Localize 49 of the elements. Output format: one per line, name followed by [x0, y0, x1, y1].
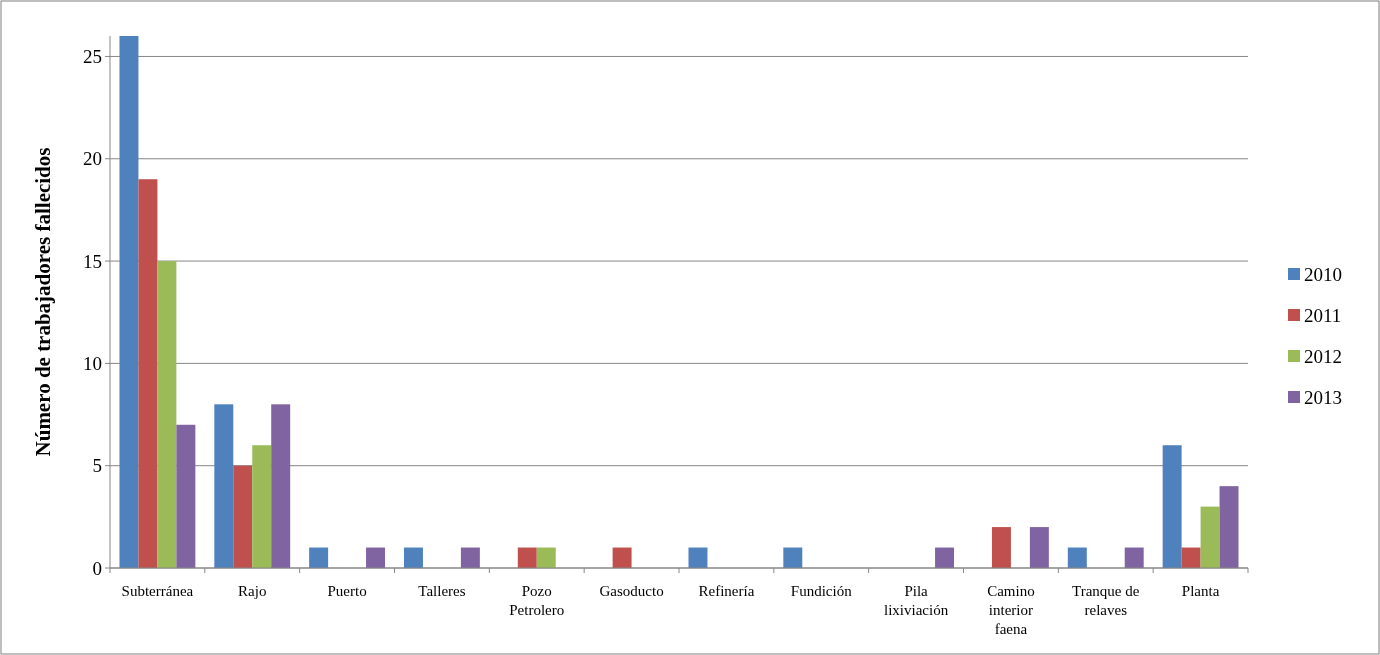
x-tick-label: Pozo Petrolero: [509, 583, 565, 618]
x-tick-label: Gasoducto: [599, 583, 664, 599]
legend-label: 2012: [1304, 345, 1342, 367]
bar: [991, 527, 1011, 568]
legend-label: 2013: [1304, 386, 1342, 408]
bar: [783, 547, 803, 568]
x-tick-label: Planta: [1181, 583, 1220, 599]
bar: [612, 547, 632, 568]
y-tick-label: 5: [92, 455, 102, 477]
x-tick-label: Fundición: [790, 583, 853, 599]
bar: [1162, 445, 1182, 568]
x-tick-label: Tranque de relaves: [1072, 583, 1140, 618]
y-tick-label: 25: [83, 46, 102, 68]
x-tick-label: Rajo: [238, 583, 267, 599]
bar: [935, 547, 955, 568]
x-tick-label: Puerto: [327, 583, 367, 599]
bar: [271, 404, 291, 568]
bar: [366, 547, 386, 568]
bar: [1067, 547, 1087, 568]
y-tick-label: 15: [83, 250, 102, 272]
x-tick-label: Camino interior faena: [987, 583, 1035, 637]
bar: [536, 547, 556, 568]
bar: [1124, 547, 1144, 568]
bar: [309, 547, 329, 568]
bar: [1200, 506, 1220, 568]
legend-label: 2011: [1304, 304, 1342, 326]
bar: [1181, 547, 1201, 568]
x-tick-label: Refinería: [698, 583, 755, 599]
bar: [138, 179, 158, 568]
x-tick-label: Subterránea: [121, 583, 194, 599]
x-tick-label: Pila lixiviación: [884, 583, 949, 618]
x-tick-label: Talleres: [418, 583, 466, 599]
bar: [233, 465, 253, 568]
y-tick-label: 10: [83, 353, 102, 375]
bar: [403, 547, 423, 568]
bar: [460, 547, 480, 568]
bar: [176, 424, 196, 568]
y-axis-title: Número de trabajadores fallecidos: [31, 147, 55, 457]
bar: [214, 404, 234, 568]
bar: [252, 445, 272, 568]
bar: [517, 547, 537, 568]
bar: [688, 547, 708, 568]
bar: [157, 261, 177, 568]
legend-label: 2010: [1304, 263, 1342, 285]
y-tick-label: 0: [92, 557, 102, 579]
bar: [119, 36, 139, 568]
bar: [1219, 486, 1239, 568]
y-tick-label: 20: [83, 148, 102, 170]
bar: [1029, 527, 1049, 568]
